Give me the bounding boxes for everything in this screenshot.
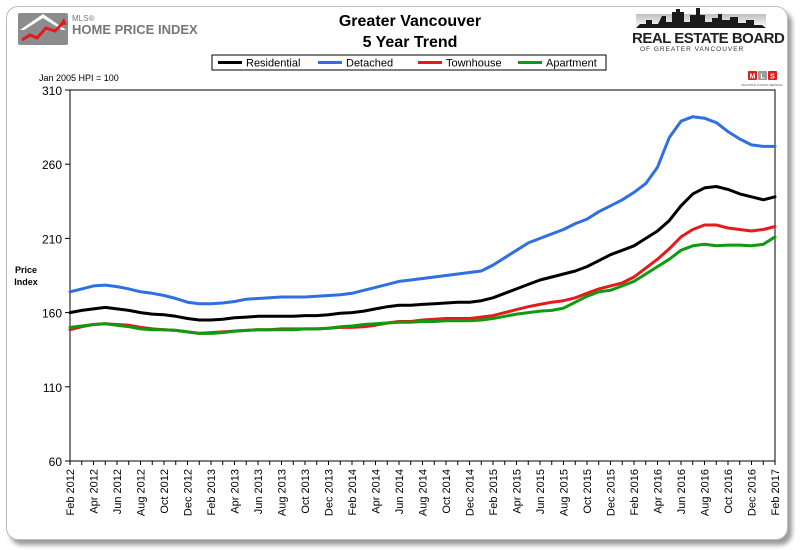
chart-frame [6,6,788,540]
plot-area [69,89,776,462]
logo-main-text: HOME PRICE INDEX [72,22,198,37]
y-tick-label: 110 [43,381,62,395]
x-tick-label: Aug 2016 [700,469,712,516]
house-roof-icon [20,14,66,30]
y-tick-label: 210 [42,232,62,246]
mls-hpi-logo: MLS® HOME PRICE INDEX [18,13,198,45]
x-tick-label: Oct 2014 [441,469,453,514]
y-axis-label-line1: Price [15,265,37,275]
badge-letter-m: M [750,74,756,81]
badge-m-icon [748,71,757,80]
x-tick-label: Oct 2015 [582,469,594,514]
x-tick-label: Oct 2016 [723,469,735,514]
legend-box [211,54,607,71]
x-tick-label: Aug 2015 [559,469,571,516]
x-tick-label: Jun 2013 [253,469,265,514]
x-tick-label: Apr 2013 [230,469,242,514]
badge-letter-s: S [770,74,775,81]
x-tick-label: Jun 2015 [535,469,547,514]
badge-letter-l: L [760,74,765,81]
reb-logo: REAL ESTATE BOARD OF GREATER VANCOUVER [632,8,786,53]
x-tick-label: Jun 2014 [394,469,406,514]
badge-l-icon [758,71,767,80]
y-axis-label-line2: Index [14,277,38,287]
legend-label-apartment: Apartment [546,58,597,70]
y-tick-label: 160 [42,307,62,321]
x-tick-label: Apr 2014 [371,469,383,514]
x-tick-label: Oct 2013 [300,469,312,514]
y-axis: 60 110 160 210 260 310 [42,84,70,469]
legend-label-residential: Residential [246,58,300,70]
y-tick-label: 310 [42,84,62,98]
x-tick-label: Apr 2016 [653,469,665,514]
x-tick-label: Dec 2013 [324,469,336,516]
x-tick-label: Aug 2013 [277,469,289,516]
legend: Residential Detached Townhouse Apartment [211,54,607,71]
legend-label-townhouse: Townhouse [446,58,502,70]
x-tick-label: Apr 2012 [89,469,101,514]
x-tick-label: Feb 2015 [488,469,500,515]
x-tick-label: Jun 2012 [112,469,124,514]
badge-s-icon [768,71,777,80]
logo-small-text: MLS® [72,14,94,23]
badge-caption: MULTIPLE LISTING SERVICE [742,83,783,87]
y-tick-label: 60 [49,455,63,469]
x-tick-label: Dec 2012 [183,469,195,516]
series-line-residential [68,185,777,322]
chart-subtitle: 5 Year Trend [363,34,458,51]
x-tick-label: Jun 2016 [676,469,688,514]
x-tick-label: Dec 2016 [747,469,759,516]
hpi-note: Jan 2005 HPI = 100 [39,73,119,83]
x-tick-label: Feb 2012 [65,469,77,515]
x-tick-label: Feb 2014 [347,469,359,515]
arrow-head-icon [60,18,67,25]
x-tick-label: Feb 2017 [770,469,782,515]
x-tick-label: Feb 2013 [206,469,218,515]
x-axis: Feb 2012 Apr 2012 Jun 2012 Aug 2012 Oct 2012… [65,461,782,516]
x-tick-label: Feb 2016 [629,469,641,515]
x-tick-label: Aug 2014 [418,469,430,516]
x-tick-label: Dec 2015 [606,469,618,516]
trend-arrow-icon [21,20,66,42]
reb-main-text: REAL ESTATE BOARD [632,30,785,47]
x-tick-label: Apr 2015 [512,469,524,514]
series-lines [68,115,777,335]
x-tick-label: Oct 2012 [159,469,171,514]
chart-title: Greater Vancouver [339,13,481,30]
logo-box-icon [18,13,68,45]
y-tick-label: 260 [42,158,62,172]
series-line-apartment [68,235,777,335]
series-line-detached [68,115,777,306]
mls-badge: M L S MULTIPLE LISTING SERVICE [742,71,783,87]
x-tick-label: Dec 2014 [465,469,477,516]
x-tick-label: Aug 2012 [136,469,148,516]
legend-label-detached: Detached [346,58,393,70]
skyline-icon [636,8,766,28]
reb-sub-text: OF GREATER VANCOUVER [640,46,744,53]
